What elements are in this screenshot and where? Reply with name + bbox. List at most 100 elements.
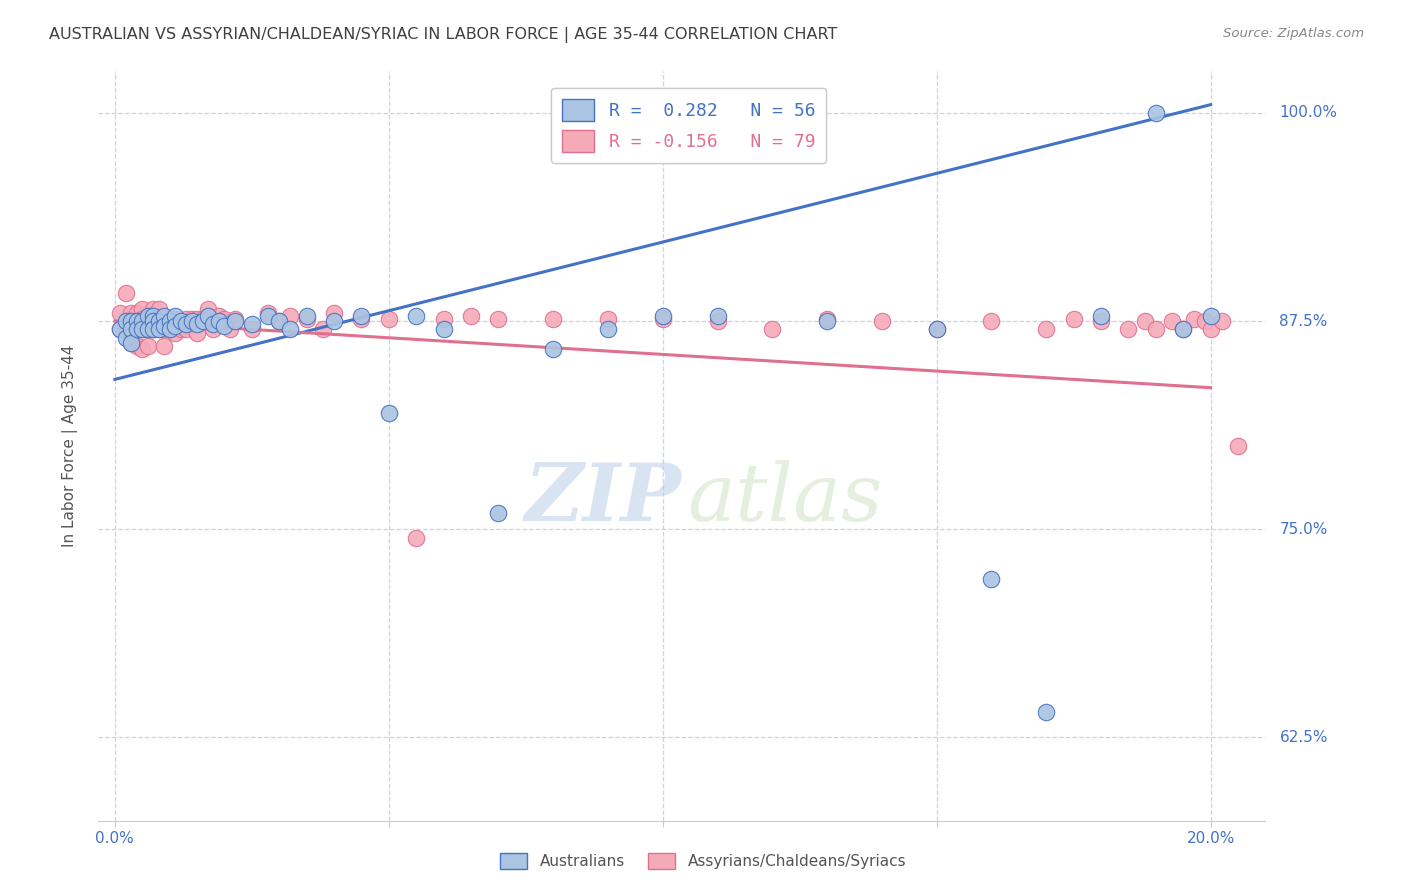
- Point: [295, 309, 318, 323]
- Point: [323, 314, 346, 328]
- Point: [980, 314, 1002, 328]
- Point: [186, 318, 208, 332]
- Point: [159, 314, 181, 328]
- Point: [159, 314, 181, 328]
- Point: [120, 306, 142, 320]
- Point: [110, 322, 132, 336]
- Point: [136, 309, 159, 323]
- Point: [169, 314, 191, 328]
- Point: [165, 326, 187, 340]
- Point: [1118, 322, 1140, 336]
- Point: [174, 312, 197, 326]
- Point: [870, 314, 893, 328]
- Point: [180, 314, 202, 328]
- Text: 75.0%: 75.0%: [1279, 522, 1327, 537]
- Point: [1144, 106, 1167, 120]
- Point: [136, 322, 159, 336]
- Point: [202, 318, 225, 332]
- Point: [651, 312, 673, 326]
- Point: [1199, 322, 1222, 336]
- Point: [432, 312, 454, 326]
- Point: [153, 322, 176, 336]
- Point: [136, 312, 159, 326]
- Point: [596, 312, 619, 326]
- Point: [1199, 309, 1222, 323]
- Point: [120, 314, 142, 328]
- Point: [405, 309, 427, 323]
- Point: [1090, 309, 1112, 323]
- Point: [136, 339, 159, 353]
- Point: [815, 314, 838, 328]
- Point: [1194, 314, 1216, 328]
- Point: [142, 314, 165, 328]
- Point: [378, 312, 401, 326]
- Point: [295, 312, 318, 326]
- Point: [350, 309, 373, 323]
- Point: [1144, 322, 1167, 336]
- Point: [202, 322, 225, 336]
- Point: [1090, 314, 1112, 328]
- Point: [136, 322, 159, 336]
- Point: [125, 339, 148, 353]
- Point: [114, 314, 136, 328]
- Point: [240, 318, 263, 332]
- Point: [1133, 314, 1156, 328]
- Point: [142, 322, 165, 336]
- Point: [240, 322, 263, 336]
- Point: [350, 312, 373, 326]
- Point: [148, 302, 170, 317]
- Point: [224, 312, 246, 326]
- Point: [191, 314, 214, 328]
- Point: [165, 312, 187, 326]
- Point: [257, 306, 280, 320]
- Point: [125, 314, 148, 328]
- Point: [120, 322, 142, 336]
- Point: [131, 322, 153, 336]
- Point: [142, 309, 165, 323]
- Point: [980, 572, 1002, 586]
- Legend: R =  0.282   N = 56, R = -0.156   N = 79: R = 0.282 N = 56, R = -0.156 N = 79: [551, 88, 827, 162]
- Point: [1035, 706, 1057, 720]
- Point: [596, 322, 619, 336]
- Point: [169, 314, 191, 328]
- Point: [169, 322, 191, 336]
- Point: [191, 312, 214, 326]
- Point: [125, 322, 148, 336]
- Point: [148, 322, 170, 336]
- Point: [142, 322, 165, 336]
- Point: [323, 306, 346, 320]
- Point: [186, 312, 208, 326]
- Point: [1173, 322, 1195, 336]
- Point: [114, 285, 136, 300]
- Point: [159, 322, 181, 336]
- Point: [165, 319, 187, 334]
- Point: [312, 322, 335, 336]
- Point: [257, 309, 280, 323]
- Point: [197, 302, 219, 317]
- Point: [214, 319, 236, 334]
- Point: [131, 314, 153, 328]
- Point: [651, 309, 673, 323]
- Point: [486, 506, 509, 520]
- Text: AUSTRALIAN VS ASSYRIAN/CHALDEAN/SYRIAC IN LABOR FORCE | AGE 35-44 CORRELATION CH: AUSTRALIAN VS ASSYRIAN/CHALDEAN/SYRIAC I…: [49, 27, 838, 43]
- Point: [460, 309, 482, 323]
- Point: [208, 314, 231, 328]
- Point: [1063, 312, 1085, 326]
- Point: [148, 314, 170, 328]
- Point: [114, 322, 136, 336]
- Point: [219, 322, 242, 336]
- Text: Source: ZipAtlas.com: Source: ZipAtlas.com: [1223, 27, 1364, 40]
- Legend: Australians, Assyrians/Chaldeans/Syriacs: Australians, Assyrians/Chaldeans/Syriacs: [494, 847, 912, 875]
- Point: [142, 302, 165, 317]
- Point: [153, 309, 176, 323]
- Point: [159, 322, 181, 336]
- Text: atlas: atlas: [688, 459, 883, 537]
- Y-axis label: In Labor Force | Age 35-44: In Labor Force | Age 35-44: [62, 345, 77, 547]
- Point: [486, 312, 509, 326]
- Point: [125, 322, 148, 336]
- Text: 100.0%: 100.0%: [1279, 105, 1337, 120]
- Point: [1173, 322, 1195, 336]
- Point: [278, 322, 301, 336]
- Point: [405, 531, 427, 545]
- Point: [142, 314, 165, 328]
